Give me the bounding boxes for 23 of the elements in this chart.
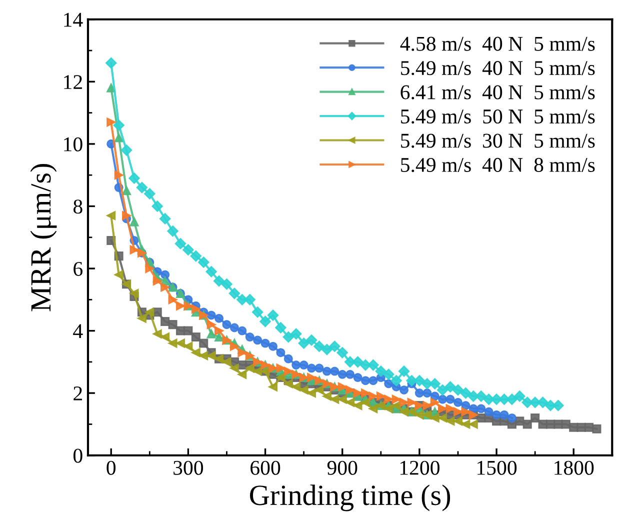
y-axis-title: MRR (μm/s) [30, 164, 57, 312]
y-tick-label: 8 [74, 200, 82, 214]
legend-label: 5.49 m/s 40 N 8 mm/s [401, 158, 595, 172]
y-tick-label: 6 [74, 262, 82, 276]
x-tick-label: 300 [174, 460, 204, 475]
legend-label: 5.49 m/s 30 N 5 mm/s [401, 134, 595, 148]
y-tick-label: 10 [64, 137, 82, 152]
legend-label: 5.49 m/s 50 N 5 mm/s [401, 109, 595, 124]
x-tick-label: 900 [327, 460, 358, 475]
x-tick-label: 1800 [554, 460, 594, 475]
legend-label: 4.58 m/s 40 N 5 mm/s [400, 36, 595, 51]
legend-label: 5.49 m/s 40 N 5 mm/s [401, 61, 595, 76]
x-tick-label: 1200 [400, 460, 440, 475]
x-tick-label: 0 [106, 460, 116, 475]
x-tick-label: 600 [250, 460, 280, 475]
y-tick-label: 0 [74, 448, 82, 463]
legend-label: 6.41 m/s 40 N 5 mm/s [400, 85, 595, 100]
y-tick-label: 2 [74, 386, 82, 400]
y-tick-label: 12 [64, 75, 82, 89]
x-tick-label: 1500 [478, 460, 517, 475]
y-tick-label: 14 [64, 12, 83, 27]
x-axis-title: Grinding time (s) [250, 484, 450, 512]
y-tick-label: 4 [73, 324, 83, 338]
